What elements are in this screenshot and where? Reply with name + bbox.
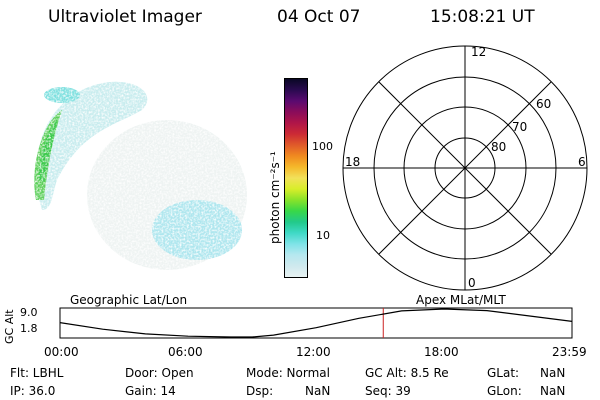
colorbar — [284, 78, 308, 278]
info-filter: Flt: LBHL — [10, 366, 64, 380]
info-dsp-value: NaN — [305, 384, 331, 398]
apex-label: Apex MLat/MLT — [416, 293, 506, 307]
colorbar-tick-100: 100 — [312, 140, 333, 153]
x-tick-label: 18:00 — [424, 345, 459, 359]
auroral-image — [22, 70, 252, 280]
polar-label-6: 6 — [578, 155, 586, 169]
alt-tick-high: 9.0 — [20, 306, 38, 319]
x-tick-label: 00:00 — [44, 345, 79, 359]
polar-label-lat-60: 60 — [536, 97, 552, 111]
polar-label-lat-80: 80 — [491, 140, 507, 154]
info-door: Door: Open — [125, 366, 194, 380]
polar-axis-diag-2 — [378, 81, 552, 255]
info-dsp-label: Dsp: — [246, 384, 274, 398]
polar-grid — [342, 45, 588, 291]
info-glat-value: NaN — [540, 366, 566, 380]
alt-tick-low: 1.8 — [20, 322, 38, 335]
info-glon-value: NaN — [540, 384, 566, 398]
observation-time: 15:08:21 UT — [430, 7, 535, 27]
x-tick-label: 23:59 — [552, 345, 587, 359]
polar-label-lat-70: 70 — [512, 120, 528, 134]
info-mode: Mode: Normal — [246, 366, 330, 380]
info-gain: Gain: 14 — [125, 384, 176, 398]
polar-label-18: 18 — [345, 155, 361, 169]
polar-label-0: 0 — [468, 276, 476, 290]
x-tick-label: 12:00 — [296, 345, 331, 359]
info-ip: IP: 36.0 — [10, 384, 56, 398]
alt-axis-label: GC Alt — [3, 309, 16, 344]
image-noise — [22, 70, 252, 280]
info-glat-label: GLat: — [487, 366, 520, 380]
info-glon-label: GLon: — [487, 384, 522, 398]
x-tick-label: 06:00 — [168, 345, 203, 359]
colorbar-unit-label: photon cm⁻²s⁻¹ — [268, 151, 282, 244]
observation-date: 04 Oct 07 — [277, 7, 361, 27]
instrument-title: Ultraviolet Imager — [48, 7, 202, 27]
altitude-series-line — [59, 308, 573, 338]
info-gc-alt: GC Alt: 8.5 Re — [365, 366, 449, 380]
colorbar-tick-10: 10 — [316, 229, 330, 242]
geographic-label: Geographic Lat/Lon — [70, 293, 188, 307]
altitude-plot — [59, 307, 573, 339]
info-seq: Seq: 39 — [365, 384, 411, 398]
polar-label-12: 12 — [471, 45, 487, 59]
